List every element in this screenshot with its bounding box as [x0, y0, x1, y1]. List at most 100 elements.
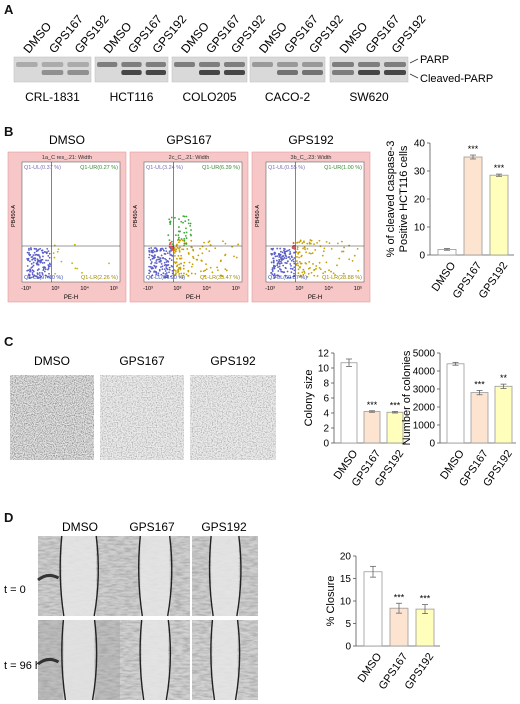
- flow-event-ll: [30, 256, 33, 259]
- bar: [340, 362, 358, 444]
- flow-quadrant-lr: Q1-LR(35.47 %): [200, 275, 240, 281]
- flow-event-ll: [39, 247, 42, 250]
- flow-event-ll: [157, 256, 160, 259]
- flow-event-ll: [271, 270, 274, 272]
- flow-event-ll: [164, 270, 167, 272]
- panel-b-letter: B: [4, 124, 14, 139]
- blot-band-parp: [252, 62, 273, 67]
- flow-event-ll: [170, 259, 173, 262]
- flow-event-ll: [169, 253, 172, 256]
- band-label-cleaved-parp: Cleaved-PARP: [420, 73, 493, 85]
- flow-event-ll: [293, 251, 296, 254]
- flow-event-ll: [273, 276, 276, 279]
- flow-event-ll: [28, 253, 30, 256]
- flow-event-ll: [42, 268, 45, 270]
- flow-event-lr: [194, 272, 197, 275]
- flow-event-ll: [292, 275, 295, 278]
- y-tick-label: 0: [419, 251, 425, 262]
- wound-image: [120, 619, 190, 701]
- flow-event-ll: [280, 262, 283, 265]
- flow-event-ll: [33, 251, 36, 254]
- flow-event-ll: [272, 260, 275, 263]
- y-tick-label: 2: [323, 424, 329, 435]
- flow-cytometry-panel: DMSO 1a_C res_.21: Width Q1-UL(0.37 %) Q1-U…: [7, 133, 371, 303]
- time-label-t0: t = 0: [4, 584, 26, 596]
- flow-event-ll: [166, 259, 169, 262]
- flow-event-ll: [36, 263, 39, 266]
- flow-event-ll: [293, 275, 296, 277]
- flow-event-ll: [280, 256, 282, 259]
- blot-cell-line-label: CACO-2: [265, 90, 311, 104]
- flow-event-ll: [38, 260, 40, 263]
- flow-event-ll: [170, 275, 172, 278]
- flow-event-lr: [298, 241, 301, 244]
- blot-strip: [13, 56, 92, 83]
- flow-event-lr: [308, 261, 311, 263]
- colony-image-gps167: [100, 375, 184, 460]
- blot-band-cleaved: [41, 70, 64, 75]
- flow-event-lr: [318, 261, 321, 264]
- flow-event-ur: [183, 231, 186, 234]
- flow-event-ll: [43, 266, 45, 269]
- flow-event-ll: [163, 264, 166, 267]
- time-label-t96: t = 96 h: [4, 660, 41, 672]
- flow-event-ll: [47, 259, 49, 262]
- flow-event-lr: [315, 265, 318, 267]
- flow-event-ll: [279, 263, 281, 265]
- blot-cell-line-label: SW620: [349, 90, 389, 104]
- flow-event-lr: [224, 242, 227, 245]
- flow-event-ll: [171, 265, 174, 268]
- flow-event-red: [169, 241, 172, 244]
- flow-event-ll: [279, 247, 282, 250]
- blot-cell-line-label: COLO205: [182, 90, 236, 104]
- flow-event-ur: [180, 220, 183, 223]
- flow-event-lr: [180, 272, 183, 275]
- blot-band-cleaved: [277, 70, 298, 75]
- flow-event-ur: [190, 234, 192, 237]
- flow-event-lr: [186, 248, 189, 250]
- flow-event-lr: [342, 272, 345, 275]
- flow-event-lr: [178, 249, 181, 252]
- blot-band-parp: [332, 62, 354, 67]
- blot-band-cleaved: [224, 70, 245, 75]
- flow-event-lr: [343, 246, 345, 249]
- flow-event-ur: [187, 222, 190, 225]
- flow-plots: DMSO 1a_C res_.21: Width Q1-UL(0.37 %) Q1-U…: [7, 133, 371, 303]
- flow-event-lr: [56, 250, 59, 253]
- flow-event-lr: [303, 270, 306, 273]
- wound-edge: [236, 535, 242, 617]
- flow-event-lr: [178, 267, 181, 270]
- wound-gap: [212, 620, 238, 700]
- flow-event-lr: [178, 250, 181, 253]
- wound-edge: [234, 619, 241, 701]
- significance-label: ***: [468, 144, 479, 154]
- flow-event-lr: [175, 261, 178, 263]
- flow-x-tick: 10⁴: [80, 285, 89, 292]
- flow-event-ll: [284, 252, 287, 255]
- flow-event-ll: [279, 268, 282, 271]
- wound-gap: [211, 536, 239, 616]
- flow-event-lr: [313, 274, 316, 277]
- flow-event-lr: [324, 270, 327, 273]
- flow-x-tick: 10⁵: [110, 285, 118, 292]
- flow-event-lr: [173, 252, 176, 254]
- blot-cell-line-label: HCT116: [110, 90, 154, 104]
- flow-event-ll: [271, 268, 274, 271]
- wound-healing-panel: DMSO GPS167 GPS192 t = 0 t = 96 h: [4, 520, 258, 701]
- flow-event-ll: [165, 274, 168, 277]
- flow-event-lr: [188, 261, 191, 264]
- flow-event-ur: [184, 220, 187, 223]
- flow-event-ll: [280, 250, 282, 253]
- flow-event-ll: [165, 250, 168, 252]
- flow-event-ll: [31, 269, 34, 272]
- flow-event-ll: [281, 255, 284, 258]
- flow-event-lr: [225, 269, 228, 272]
- flow-event-ll: [32, 261, 35, 264]
- flow-event-lr: [74, 267, 77, 270]
- bar: [363, 571, 383, 647]
- flow-event-ll: [276, 262, 279, 265]
- flow-event-lr: [235, 256, 238, 259]
- flow-event-ll: [152, 255, 154, 258]
- flow-event-ll: [148, 256, 150, 259]
- flow-event-lr: [200, 270, 202, 273]
